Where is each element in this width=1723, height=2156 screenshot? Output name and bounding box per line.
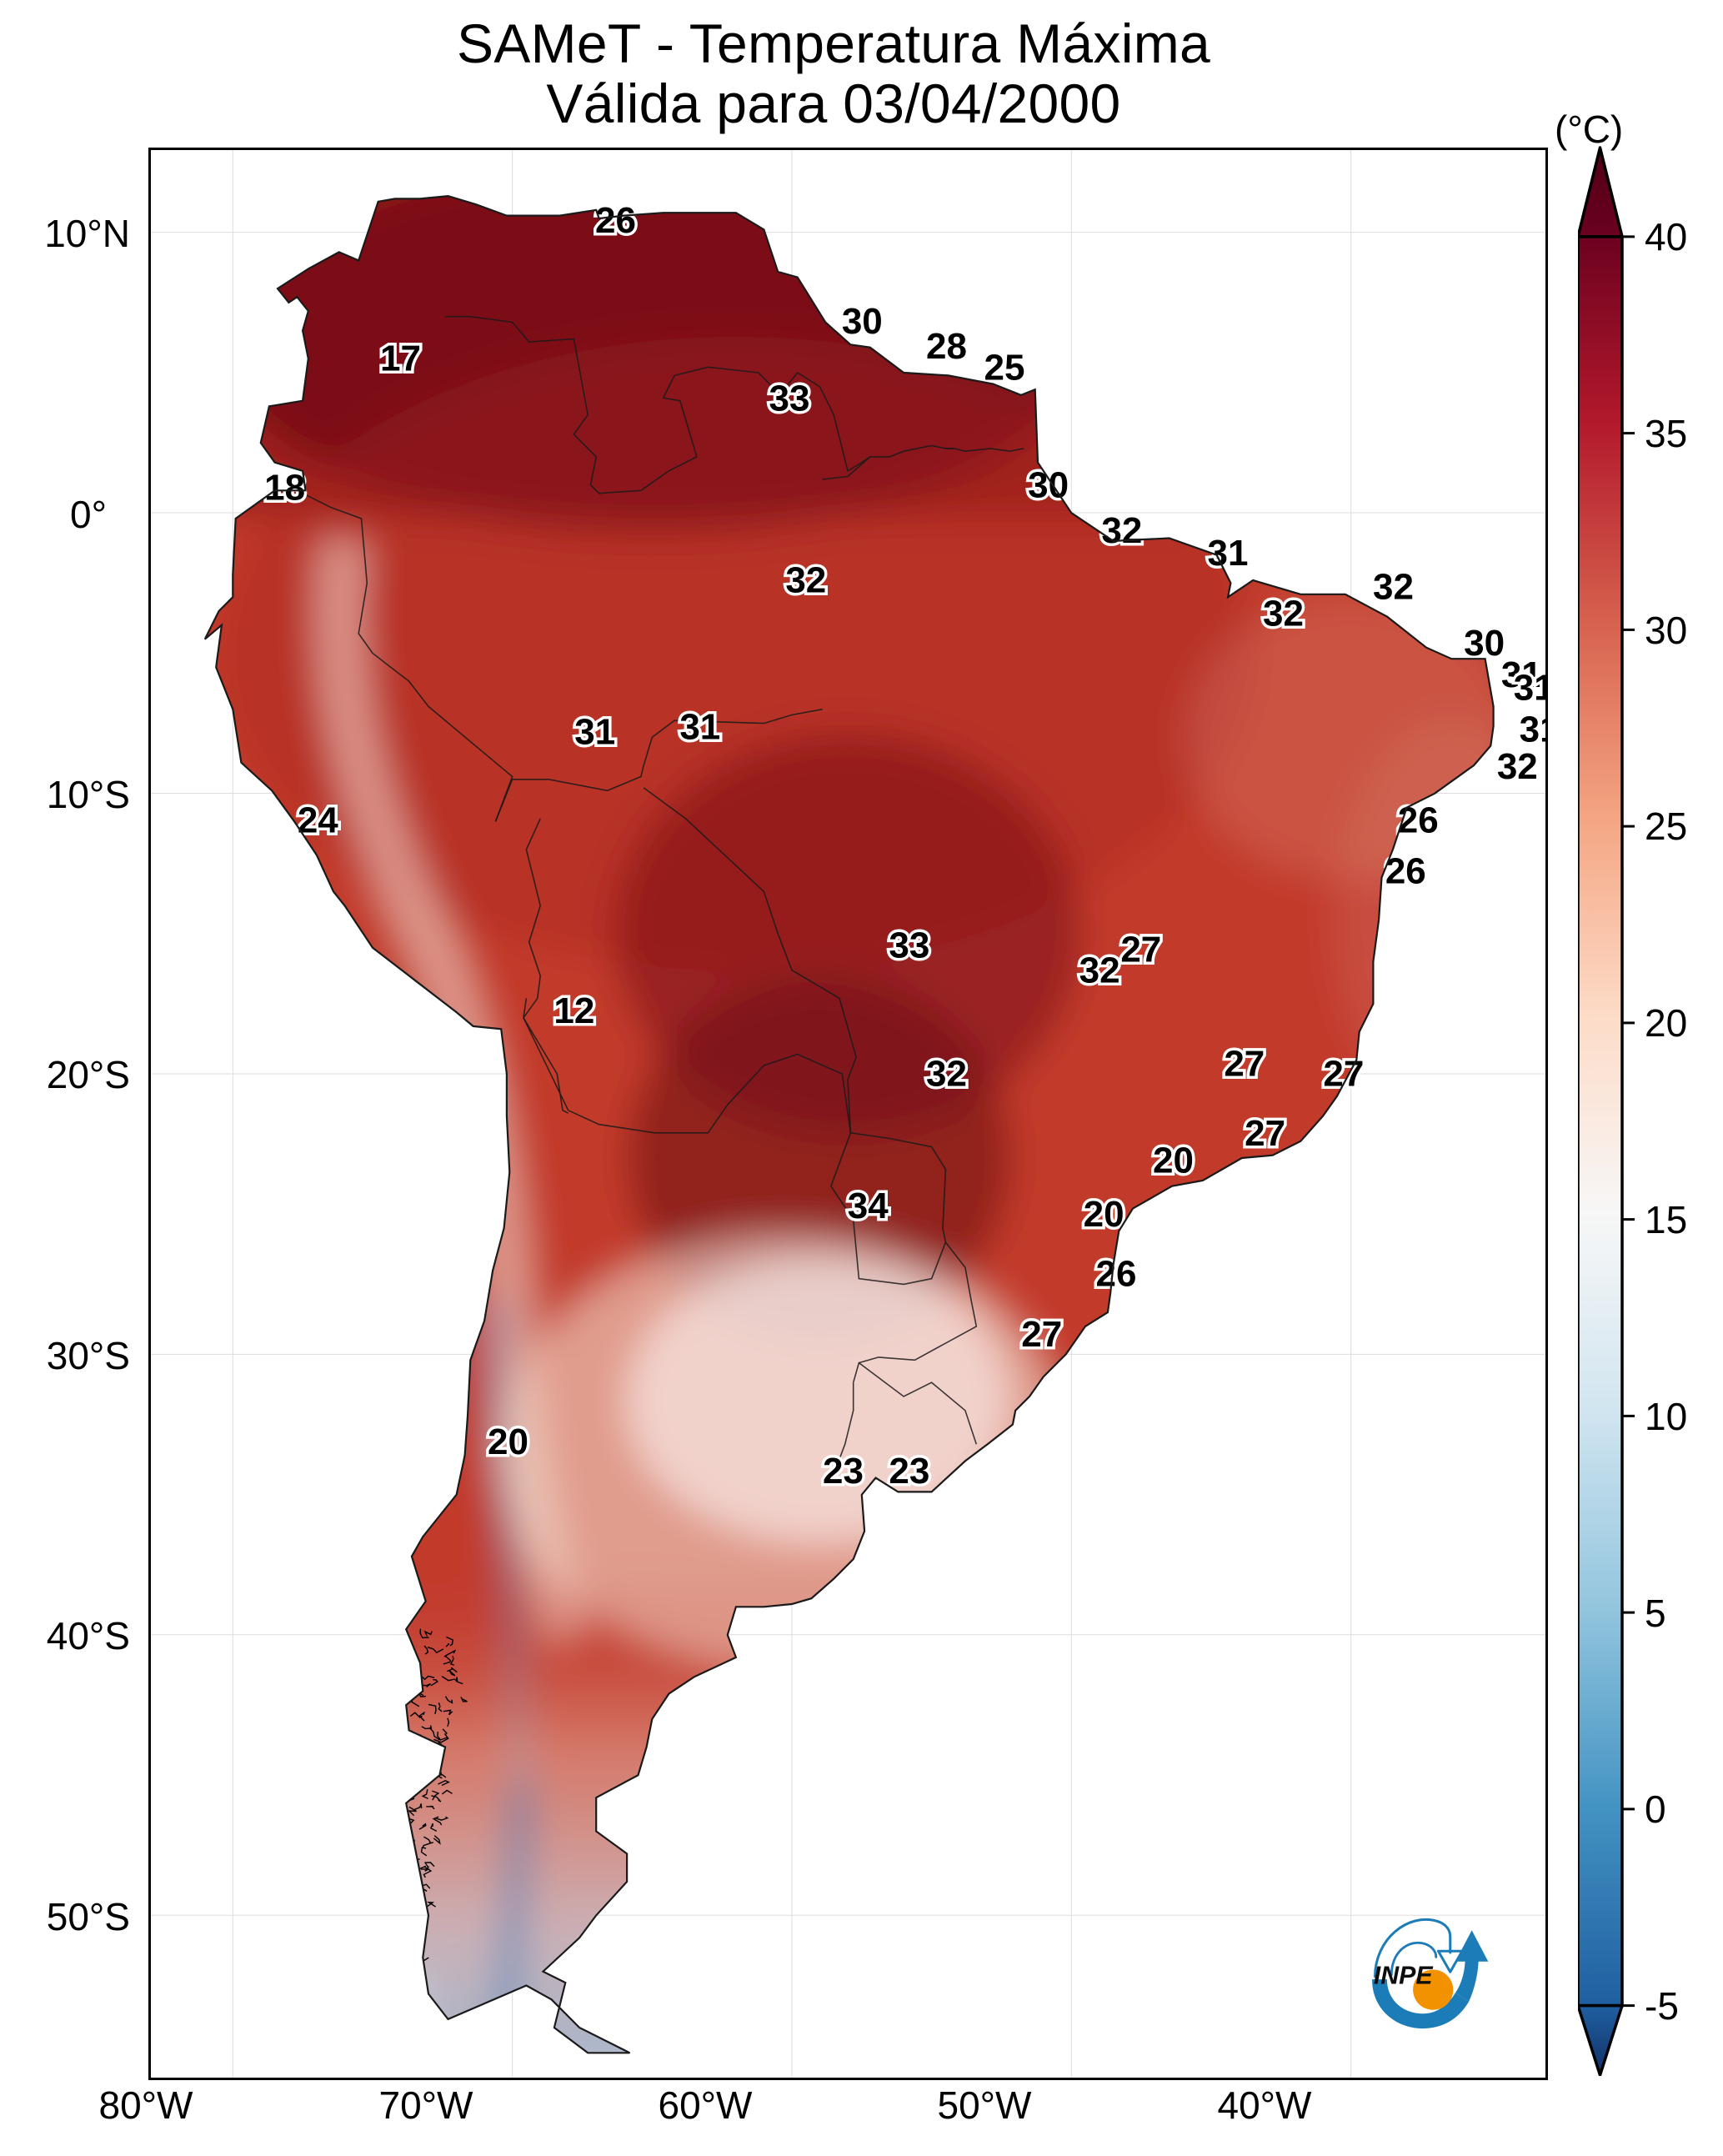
svg-text:15: 15 bbox=[1645, 1198, 1687, 1241]
svg-text:33: 33 bbox=[769, 378, 810, 419]
svg-text:20: 20 bbox=[1153, 1140, 1194, 1181]
svg-text:17: 17 bbox=[380, 338, 421, 379]
svg-text:26: 26 bbox=[1096, 1254, 1137, 1295]
svg-text:31: 31 bbox=[574, 711, 615, 752]
svg-text:20: 20 bbox=[1084, 1194, 1124, 1235]
svg-text:23: 23 bbox=[823, 1451, 864, 1492]
svg-text:0: 0 bbox=[1645, 1787, 1666, 1831]
svg-text:32: 32 bbox=[1101, 510, 1142, 551]
svg-text:32: 32 bbox=[785, 560, 826, 601]
svg-text:32: 32 bbox=[1263, 593, 1304, 634]
svg-text:32: 32 bbox=[1079, 950, 1120, 990]
svg-text:INPE: INPE bbox=[1374, 1963, 1434, 1990]
svg-text:23: 23 bbox=[889, 1451, 929, 1492]
svg-text:31: 31 bbox=[679, 706, 720, 747]
svg-text:40: 40 bbox=[1645, 215, 1687, 258]
svg-text:27: 27 bbox=[1120, 930, 1161, 970]
svg-text:25: 25 bbox=[984, 348, 1025, 389]
svg-text:26: 26 bbox=[1385, 850, 1426, 891]
svg-text:18: 18 bbox=[264, 468, 305, 509]
svg-text:33: 33 bbox=[889, 925, 929, 966]
svg-text:30: 30 bbox=[1464, 623, 1505, 664]
svg-text:32: 32 bbox=[1497, 746, 1538, 787]
svg-text:20: 20 bbox=[1645, 1001, 1687, 1045]
svg-text:10: 10 bbox=[1645, 1395, 1687, 1438]
svg-text:34: 34 bbox=[848, 1186, 889, 1226]
svg-text:-5: -5 bbox=[1645, 1984, 1679, 2028]
svg-text:26: 26 bbox=[1398, 800, 1439, 841]
svg-text:28: 28 bbox=[926, 326, 967, 367]
svg-text:12: 12 bbox=[553, 990, 594, 1031]
svg-text:31: 31 bbox=[1514, 668, 1545, 709]
svg-text:30: 30 bbox=[842, 301, 883, 342]
svg-text:25: 25 bbox=[1645, 805, 1687, 848]
svg-text:32: 32 bbox=[926, 1053, 967, 1094]
svg-text:27: 27 bbox=[1224, 1044, 1265, 1085]
svg-text:26: 26 bbox=[595, 200, 636, 241]
svg-text:27: 27 bbox=[1323, 1053, 1364, 1094]
svg-text:35: 35 bbox=[1645, 412, 1687, 455]
svg-text:31: 31 bbox=[1520, 709, 1545, 750]
svg-text:20: 20 bbox=[488, 1421, 528, 1462]
svg-text:5: 5 bbox=[1645, 1592, 1666, 1635]
svg-text:27: 27 bbox=[1021, 1314, 1062, 1355]
svg-text:27: 27 bbox=[1245, 1113, 1285, 1154]
svg-text:30: 30 bbox=[1645, 609, 1687, 652]
svg-text:32: 32 bbox=[1373, 567, 1414, 608]
